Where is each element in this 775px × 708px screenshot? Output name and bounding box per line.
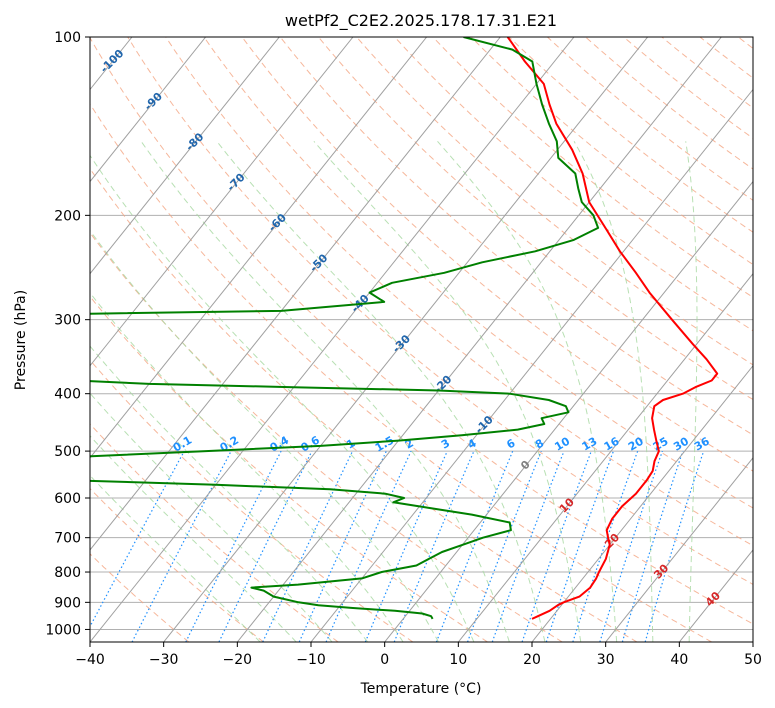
x-tick-label: 0	[380, 652, 389, 668]
mixing-ratio-line	[364, 450, 448, 642]
moist-adiabat-line	[140, 141, 510, 642]
dry-adiabat-line	[90, 423, 339, 642]
x-tick-label: 50	[744, 652, 762, 668]
x-axis-ticks: −40 −30 −20 −10 0 10 20 30 40 50	[75, 642, 762, 668]
y-tick-label: 200	[54, 208, 81, 224]
isotherms	[90, 37, 753, 642]
mixing-ratio-line	[491, 450, 565, 642]
x-tick-label: 20	[523, 652, 541, 668]
isotherm-line	[310, 88, 753, 642]
temperature-line	[506, 37, 719, 620]
mixing-ratio-line	[521, 450, 592, 642]
x-tick-label: −20	[223, 652, 253, 668]
y-tick-label: 100	[54, 30, 81, 46]
mixing-ratio-line	[599, 450, 663, 642]
moist-adiabat-line	[90, 345, 369, 642]
mixing-ratio-line	[545, 450, 614, 642]
y-axis-label: Pressure (hPa)	[13, 290, 29, 390]
moist-adiabat-line	[90, 292, 404, 642]
plot-background	[90, 37, 753, 642]
dewpoint-line	[90, 37, 600, 620]
y-tick-label: 800	[54, 565, 81, 581]
y-tick-label: 700	[54, 531, 81, 547]
x-tick-label: −30	[149, 652, 179, 668]
isotherm-line	[90, 37, 501, 551]
y-tick-label: 900	[54, 595, 81, 611]
sounding-series	[90, 37, 719, 620]
moist-adiabat-line	[313, 140, 582, 642]
y-tick-label: 1000	[45, 622, 81, 638]
y-tick-label: 500	[54, 444, 81, 460]
y-axis-ticks: 100 200 300 400 500 600 700 800 900 1000	[45, 30, 90, 638]
isotherm-line	[90, 37, 207, 183]
moist-adiabat-line	[573, 141, 654, 642]
mixing-ratio-line	[185, 450, 282, 642]
mixing-ratio-line	[621, 450, 684, 642]
isotherm-line	[605, 457, 753, 642]
dry-adiabat-line	[165, 37, 753, 547]
isotherm-line	[90, 37, 354, 367]
dry-adiabat-line	[203, 37, 753, 509]
x-tick-label: 40	[670, 652, 688, 668]
x-tick-label: −40	[75, 652, 105, 668]
moist-adiabat-line	[90, 229, 439, 642]
dry-adiabat-line	[394, 37, 753, 332]
y-tick-label: 400	[54, 387, 81, 403]
moist-adiabat-line	[90, 435, 297, 642]
mixing-ratio-line	[466, 450, 542, 642]
isotherm-line	[90, 37, 575, 642]
mixing-ratio-line	[90, 450, 185, 628]
moist-adiabat-line	[437, 140, 618, 642]
x-axis-label: Temperature (°C)	[360, 681, 482, 697]
dry-adiabat-line	[90, 231, 563, 642]
isotherm-line	[457, 272, 753, 642]
dry-adiabat-line	[90, 553, 190, 642]
dry-adiabat-line	[356, 37, 753, 366]
pressure-gridlines	[90, 37, 753, 630]
isotherm-line	[531, 364, 753, 642]
dry-adiabat-line	[90, 103, 712, 642]
isotherm-line	[163, 37, 649, 642]
y-tick-label: 300	[54, 313, 81, 329]
dry-adiabat-line	[318, 37, 753, 401]
y-tick-label: 600	[54, 491, 81, 507]
moist-adiabat-line	[90, 154, 475, 642]
chart-title: wetPf2_C2E2.2025.178.17.31.E21	[285, 11, 557, 31]
mixing-ratio-line	[572, 450, 639, 642]
moist-adiabat-line	[685, 141, 698, 642]
dry-adiabat-line	[90, 37, 753, 625]
plot-frame	[89, 36, 754, 643]
dry-adiabat-line	[127, 37, 753, 586]
isotherm-line	[90, 37, 428, 459]
x-tick-label: 10	[449, 652, 467, 668]
isotherm-line	[90, 37, 280, 275]
isotherm-line	[236, 37, 722, 642]
x-tick-label: 30	[597, 652, 615, 668]
isotherm-line	[384, 180, 753, 642]
x-tick-label: −10	[296, 652, 326, 668]
mixing-ratio-line	[435, 450, 514, 642]
